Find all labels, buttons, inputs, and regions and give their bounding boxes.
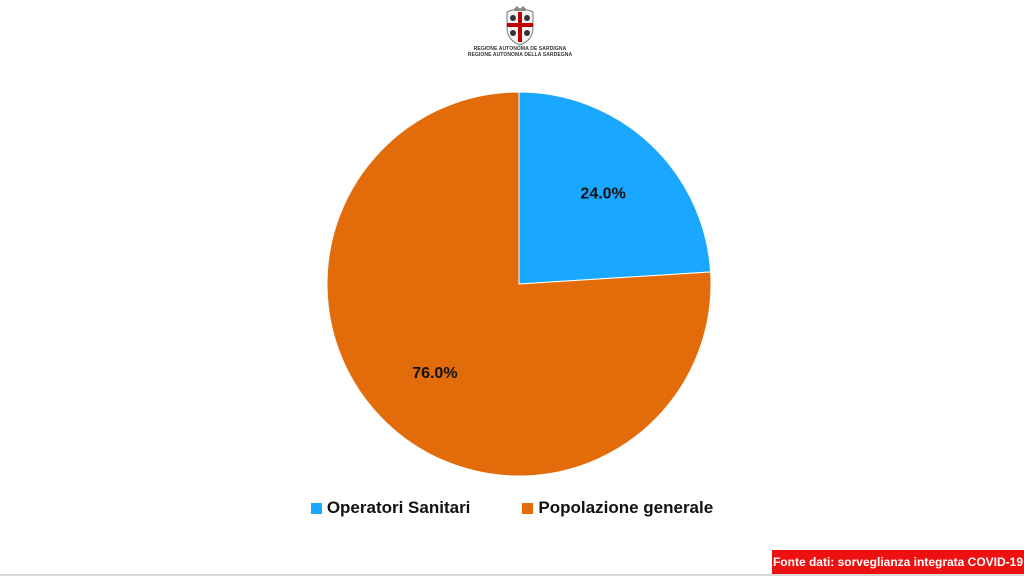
logo-line-2: REGIONE AUTONOMA DELLA SARDEGNA [467,52,573,58]
chart-legend: Operatori Sanitari Popolazione generale [0,498,1024,518]
region-logo: REGIONE AUTONOMA DE SARDIGNA REGIONE AUT… [440,6,600,68]
sardinia-coat-of-arms-icon [506,6,534,46]
legend-label-popolazione-generale: Popolazione generale [538,498,714,517]
legend-swatch-popolazione-generale [522,502,534,514]
pie-slice-operatori-sanitari [518,91,712,285]
legend-item-operatori-sanitari: Operatori Sanitari [310,498,471,518]
legend-item-popolazione-generale: Popolazione generale [522,498,713,518]
data-label-operatori-sanitari: 24.0% [580,186,625,203]
legend-label-operatori-sanitari: Operatori Sanitari [326,498,471,517]
data-label-popolazione-generale: 76.0% [412,365,457,382]
data-source-badge: Fonte dati: sorveglianza integrata COVID… [772,550,1024,574]
bottom-divider [0,574,1024,576]
pie-slice-popolazione-generale [326,91,712,477]
logo-line-1: REGIONE AUTONOMA DE SARDIGNA [473,46,567,52]
legend-swatch-operatori-sanitari [310,502,322,514]
